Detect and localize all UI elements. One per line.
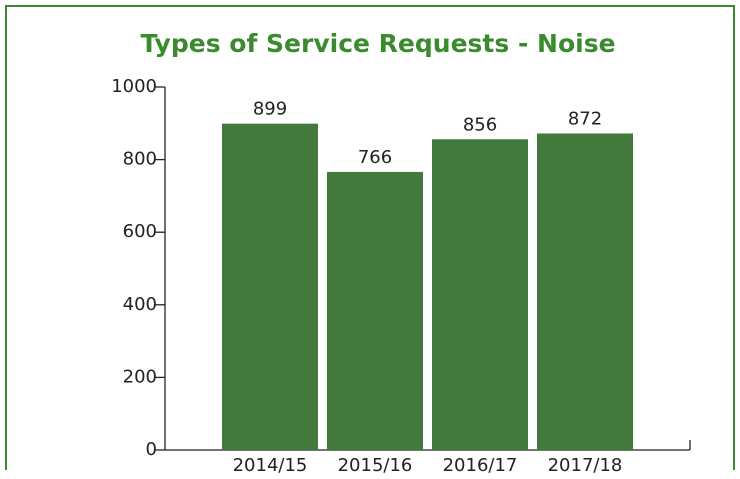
bar — [537, 133, 633, 451]
value-label: 766 — [358, 147, 392, 168]
y-tick-label: 600 — [123, 221, 157, 242]
y-tick-label: 400 — [123, 294, 157, 315]
frame — [5, 5, 735, 470]
x-tick-label: 2016/17 — [443, 455, 518, 476]
y-tick-label: 200 — [123, 366, 157, 387]
x-tick-label: 2014/15 — [233, 455, 308, 476]
bar — [432, 139, 528, 450]
x-tick-label: 2017/18 — [548, 455, 623, 476]
value-label: 856 — [463, 114, 497, 135]
y-tick-label: 0 — [146, 439, 157, 460]
chart-title: Types of Service Requests - Noise — [140, 29, 615, 58]
y-tick-label: 800 — [123, 149, 157, 170]
value-label: 872 — [568, 108, 602, 129]
bar — [222, 123, 318, 451]
value-label: 899 — [253, 99, 287, 120]
y-tick-label: 1000 — [111, 76, 157, 97]
bar — [327, 171, 423, 450]
x-tick-label: 2015/16 — [338, 455, 413, 476]
